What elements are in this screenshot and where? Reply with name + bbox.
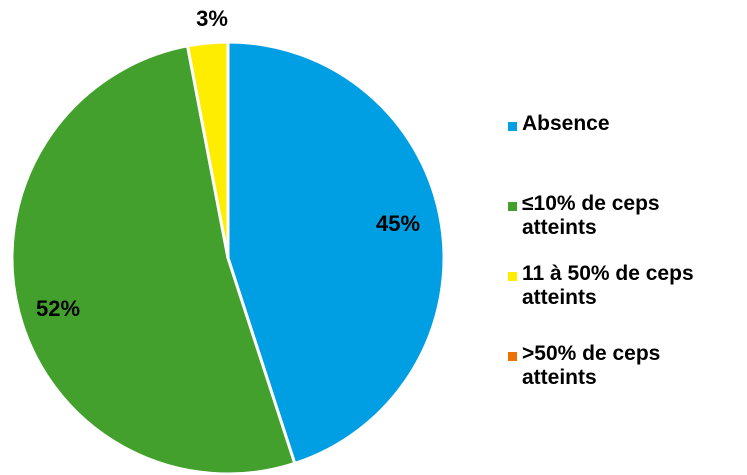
pie-data-label-2: 3%	[196, 6, 228, 31]
legend-item-11-50: 11 à 50% de ceps atteints	[508, 262, 738, 310]
legend-swatch-le10	[508, 202, 517, 211]
pie-slice-2	[186, 40, 230, 260]
legend-swatch-11-50	[508, 272, 517, 281]
legend-item-absence: Absence	[508, 112, 738, 136]
legend-label-11-50: 11 à 50% de ceps atteints	[522, 262, 694, 309]
legend-label-le10: ≤10% de ceps atteints	[522, 192, 660, 239]
pie-slice-1	[10, 44, 297, 475]
pie-data-label-0: 45%	[376, 211, 420, 236]
pie-slice-0	[226, 40, 446, 465]
pie-data-label-1: 52%	[36, 296, 80, 321]
legend-item-le10: ≤10% de ceps atteints	[508, 192, 738, 240]
pie-data-labels: 45% 52% 3%	[36, 6, 420, 321]
legend-swatch-absence	[508, 122, 517, 131]
legend-item-gt50: >50% de ceps atteints	[508, 342, 738, 390]
pie-slices	[10, 40, 446, 475]
legend-label-absence: Absence	[522, 112, 610, 135]
legend-label-gt50: >50% de ceps atteints	[522, 342, 661, 389]
legend-swatch-gt50	[508, 352, 517, 361]
